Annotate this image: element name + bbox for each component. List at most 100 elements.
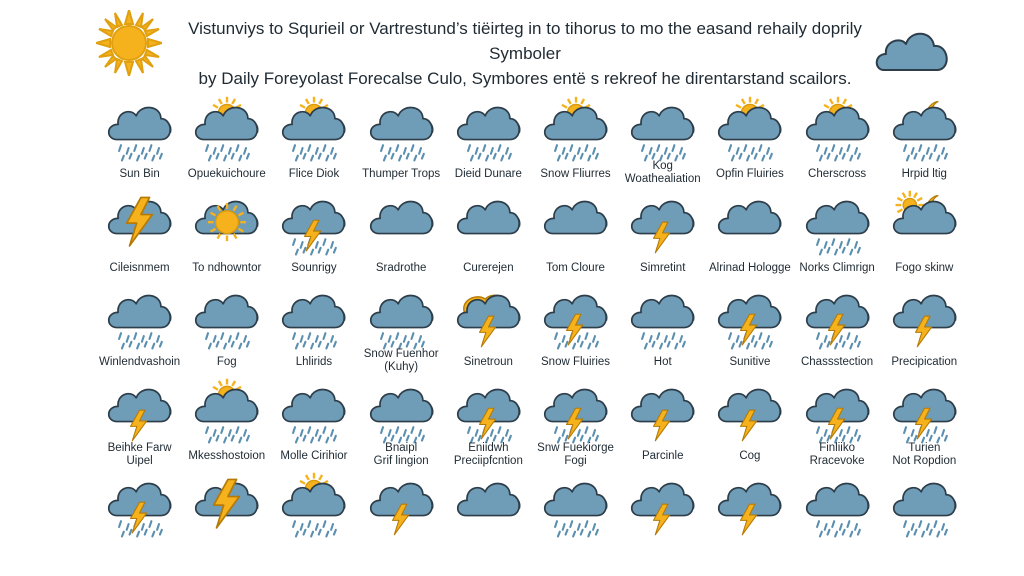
icon-row: Sun Bin Opuekuichoure Flice Diok Thumper Tr… bbox=[96, 96, 968, 190]
cloud-rain-icon bbox=[107, 294, 172, 350]
weather-symbol-cell: Cog bbox=[706, 378, 793, 472]
sun-cloud-rain-icon bbox=[195, 96, 259, 162]
cloud-icon bbox=[875, 32, 948, 71]
cloud-lightning-rain-icon bbox=[543, 294, 608, 350]
weather-symbol-cell: Chassstection bbox=[794, 284, 881, 378]
cloud-lightning-rain-icon bbox=[805, 388, 869, 444]
sun-cloud-rain-icon bbox=[195, 378, 259, 444]
symbol-label: Lhlirids bbox=[295, 356, 333, 368]
cloud-lightning-rain-icon bbox=[456, 388, 521, 444]
cloud-lightning-icon bbox=[631, 482, 695, 536]
weather-symbol-cell: Eniidwh Preciipfcntion bbox=[445, 378, 532, 472]
icon-row: Beihke Farw Uipel Mkesshostoion Molle Ciri… bbox=[96, 378, 968, 472]
cloud-lightning-icon bbox=[892, 294, 957, 348]
weather-symbol-cell: Snow Fliurres bbox=[532, 96, 619, 190]
cloud-lightning-rain-icon bbox=[543, 388, 608, 444]
symbol-label: Simretint bbox=[640, 262, 686, 274]
cloud-lightning-icon bbox=[369, 482, 434, 536]
title-line-1: Vistunviys to Squrieil or Vartrestund’s … bbox=[188, 19, 862, 63]
symbol-label: Flice Diok bbox=[288, 168, 340, 180]
moon-sun-cloud-icon bbox=[892, 190, 957, 235]
symbol-label: Kog Woathealiation bbox=[624, 160, 701, 185]
symbol-label: Tom Cloure bbox=[546, 262, 605, 274]
weather-symbol-cell: Snow Fuenhor (Kuhy) bbox=[358, 284, 445, 378]
weather-symbol-cell: Finliiko Rracevoke bbox=[794, 378, 881, 472]
weather-symbol-cell: Hot bbox=[619, 284, 706, 378]
symbol-label: Snow Fliurres bbox=[540, 168, 611, 180]
cloud-rain-icon bbox=[282, 388, 346, 444]
weather-symbol-cell: Snw Fuekiorge Fogi bbox=[532, 378, 619, 472]
weather-symbol-cell: Sradrothe bbox=[358, 190, 445, 284]
weather-symbol-cell bbox=[881, 472, 968, 566]
weather-symbol-cell: Beihke Farw Uipel bbox=[96, 378, 183, 472]
cloud-rain-icon bbox=[805, 482, 869, 538]
symbol-label: Dieid Dunare bbox=[454, 168, 522, 180]
symbol-label: Sun Bin bbox=[119, 168, 160, 180]
weather-symbol-cell: Kog Woathealiation bbox=[619, 96, 706, 190]
symbol-label: Finliiko Rracevoke bbox=[809, 442, 865, 467]
sun-cloud-rain-icon bbox=[282, 472, 346, 538]
symbol-label: Bnaipl Grif lingion bbox=[373, 442, 429, 467]
lightning-icon bbox=[107, 196, 172, 247]
cloud-icon bbox=[543, 200, 608, 235]
cloud-rain-icon bbox=[369, 106, 434, 162]
weather-symbol-cell: Turien Not Ropdion bbox=[881, 378, 968, 472]
weather-symbol-cell: Cileisnmem bbox=[96, 190, 183, 284]
symbol-label: Snw Fuekiorge Fogi bbox=[537, 442, 614, 467]
symbol-label: Eniidwh Preciipfcntion bbox=[453, 442, 523, 467]
weather-symbol-cell: Sun Bin bbox=[96, 96, 183, 190]
weather-symbol-cell bbox=[445, 472, 532, 566]
symbol-label: Norks Climrign bbox=[799, 262, 875, 274]
cloud-icon bbox=[369, 200, 434, 235]
weather-symbol-cell bbox=[706, 472, 793, 566]
cloud-icon bbox=[456, 200, 521, 235]
weather-symbol-cell: Cherscross bbox=[794, 96, 881, 190]
symbol-label: Winlendvashoin bbox=[99, 356, 181, 368]
weather-symbol-cell: Molle Cirihior bbox=[270, 378, 357, 472]
symbol-label: Cileisnmem bbox=[109, 262, 170, 274]
symbol-label: Alrinad Hologge bbox=[708, 262, 791, 274]
cloud-lightning-icon bbox=[718, 482, 782, 536]
cloud-rain-icon bbox=[282, 294, 346, 350]
weather-symbol-cell: Precipication bbox=[881, 284, 968, 378]
sun-cloud-rain-icon bbox=[543, 96, 608, 162]
weather-symbol-cell: Dieid Dunare bbox=[445, 96, 532, 190]
symbol-label: Hrpid ltig bbox=[901, 168, 947, 180]
weather-symbol-cell: Fogo skinw bbox=[881, 190, 968, 284]
symbol-label: Hot bbox=[653, 356, 672, 368]
cloud-rain-icon bbox=[369, 388, 434, 444]
cloud-rain-icon bbox=[631, 294, 695, 350]
symbol-label: Opuekuichoure bbox=[187, 168, 266, 180]
title-line-2: by Daily Foreyolast Forecalse Culo, Symb… bbox=[198, 69, 852, 88]
symbol-label: Sunitive bbox=[729, 356, 771, 368]
weather-symbol-cell: Flice Diok bbox=[270, 96, 357, 190]
cloud-rain-icon bbox=[107, 106, 172, 162]
cloud-rain-icon bbox=[543, 482, 608, 538]
moon-cloud-rain-icon bbox=[892, 100, 957, 162]
sun-cloud-rain-icon bbox=[282, 96, 346, 162]
weather-symbol-cell: To ndhowntor bbox=[183, 190, 270, 284]
cloud-lightning-icon bbox=[718, 388, 782, 442]
weather-icon-grid: Sun Bin Opuekuichoure Flice Diok Thumper Tr… bbox=[96, 96, 968, 566]
cloud-icon bbox=[718, 200, 782, 235]
cloud-lightning-rain-icon bbox=[718, 294, 782, 350]
symbol-label: Fogo skinw bbox=[895, 262, 954, 274]
weather-symbol-cell bbox=[619, 472, 706, 566]
symbol-label: Sinetroun bbox=[463, 356, 513, 368]
weather-symbol-cell bbox=[532, 472, 619, 566]
weather-symbol-cell bbox=[794, 472, 881, 566]
weather-symbol-cell: Tom Cloure bbox=[532, 190, 619, 284]
cloud-rain-icon bbox=[456, 106, 521, 162]
sun-cloud-icon bbox=[195, 200, 259, 242]
weather-symbol-cell: Curerejen bbox=[445, 190, 532, 284]
weather-symbol-cell: Alrinad Hologge bbox=[706, 190, 793, 284]
lightning-icon bbox=[195, 478, 259, 529]
weather-symbol-cell bbox=[270, 472, 357, 566]
symbol-label: Snow Fuenhor (Kuhy) bbox=[363, 348, 439, 373]
weather-symbol-cell bbox=[358, 472, 445, 566]
weather-symbol-cell: Sunitive bbox=[706, 284, 793, 378]
symbol-label: To ndhowntor bbox=[192, 262, 262, 274]
cloud-rain-icon bbox=[631, 106, 695, 162]
symbol-label: Fog bbox=[216, 356, 237, 368]
symbol-label: Parcinle bbox=[641, 450, 684, 462]
